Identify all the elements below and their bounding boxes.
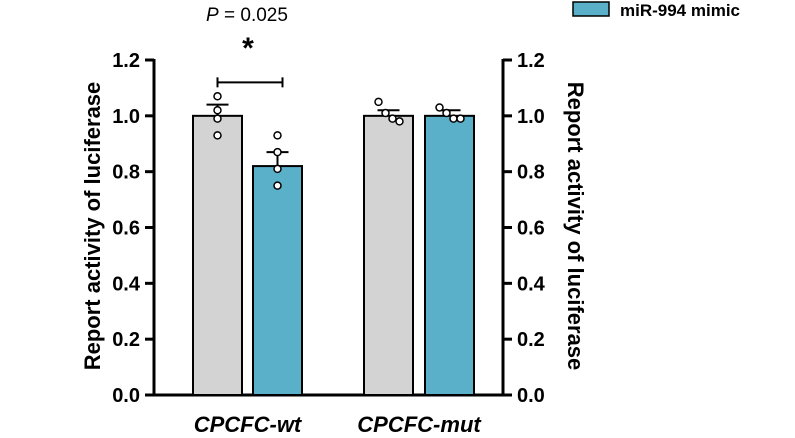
data-point [213, 106, 222, 115]
y-tick-label-right: 0.8 [517, 162, 545, 184]
data-point [213, 92, 222, 101]
y-tick-label-right: 1.0 [517, 106, 545, 128]
y-axis-title-left: Report activity of luciferase [80, 82, 105, 371]
p-value-prefix: P [206, 5, 219, 26]
y-tick-label-left: 0.0 [112, 385, 140, 407]
significance-star: * [242, 32, 254, 65]
data-point [395, 117, 404, 126]
data-point [273, 131, 282, 140]
data-point [388, 114, 397, 123]
bar [252, 165, 303, 396]
y-tick-label-left: 0.4 [112, 273, 141, 295]
data-point [374, 97, 383, 107]
data-point [381, 108, 390, 118]
p-value-number: = 0.025 [219, 5, 288, 26]
significance-annotation: P = 0.025 * [206, 5, 288, 88]
y-tick-label-left: 0.8 [112, 162, 140, 184]
legend: miR-994 mimic [572, 1, 740, 20]
data-point [449, 114, 458, 123]
y-tick-label-left: 1.2 [112, 50, 140, 72]
legend-label-mimic: miR-994 mimic [620, 1, 740, 20]
data-point [273, 164, 282, 174]
x-category-label: CPCFC-wt [194, 412, 303, 437]
bar [192, 114, 243, 396]
p-value-text: P = 0.025 [206, 5, 288, 26]
bar [424, 114, 475, 396]
data-point [456, 114, 465, 123]
y-tick-label-left: 0.2 [112, 329, 140, 351]
data-point [442, 108, 451, 118]
data-point [273, 147, 282, 157]
x-category-label: CPCFC-mut [357, 412, 482, 437]
data-point [273, 181, 282, 190]
legend-swatch-mimic [572, 1, 610, 17]
y-tick-label-right: 0.2 [517, 329, 545, 351]
data-point [435, 103, 444, 112]
y-axis-title-right: Report activity of luciferase [563, 82, 588, 371]
data-point [213, 114, 222, 123]
data-point [213, 131, 222, 140]
plot-area: 0.0 0.0 0.2 0.2 0.4 0.4 0.6 0.6 0.8 0.8 1.0 1.0 1.2 1… [112, 50, 545, 437]
y-tick-label-left: 0.6 [112, 218, 140, 240]
y-tick-label-right: 0.6 [517, 218, 545, 240]
bar [363, 114, 414, 396]
y-tick-label-right: 0.4 [517, 273, 546, 295]
y-tick-label-right: 1.2 [517, 50, 545, 72]
y-tick-label-left: 1.0 [112, 106, 140, 128]
y-tick-label-right: 0.0 [517, 385, 545, 407]
